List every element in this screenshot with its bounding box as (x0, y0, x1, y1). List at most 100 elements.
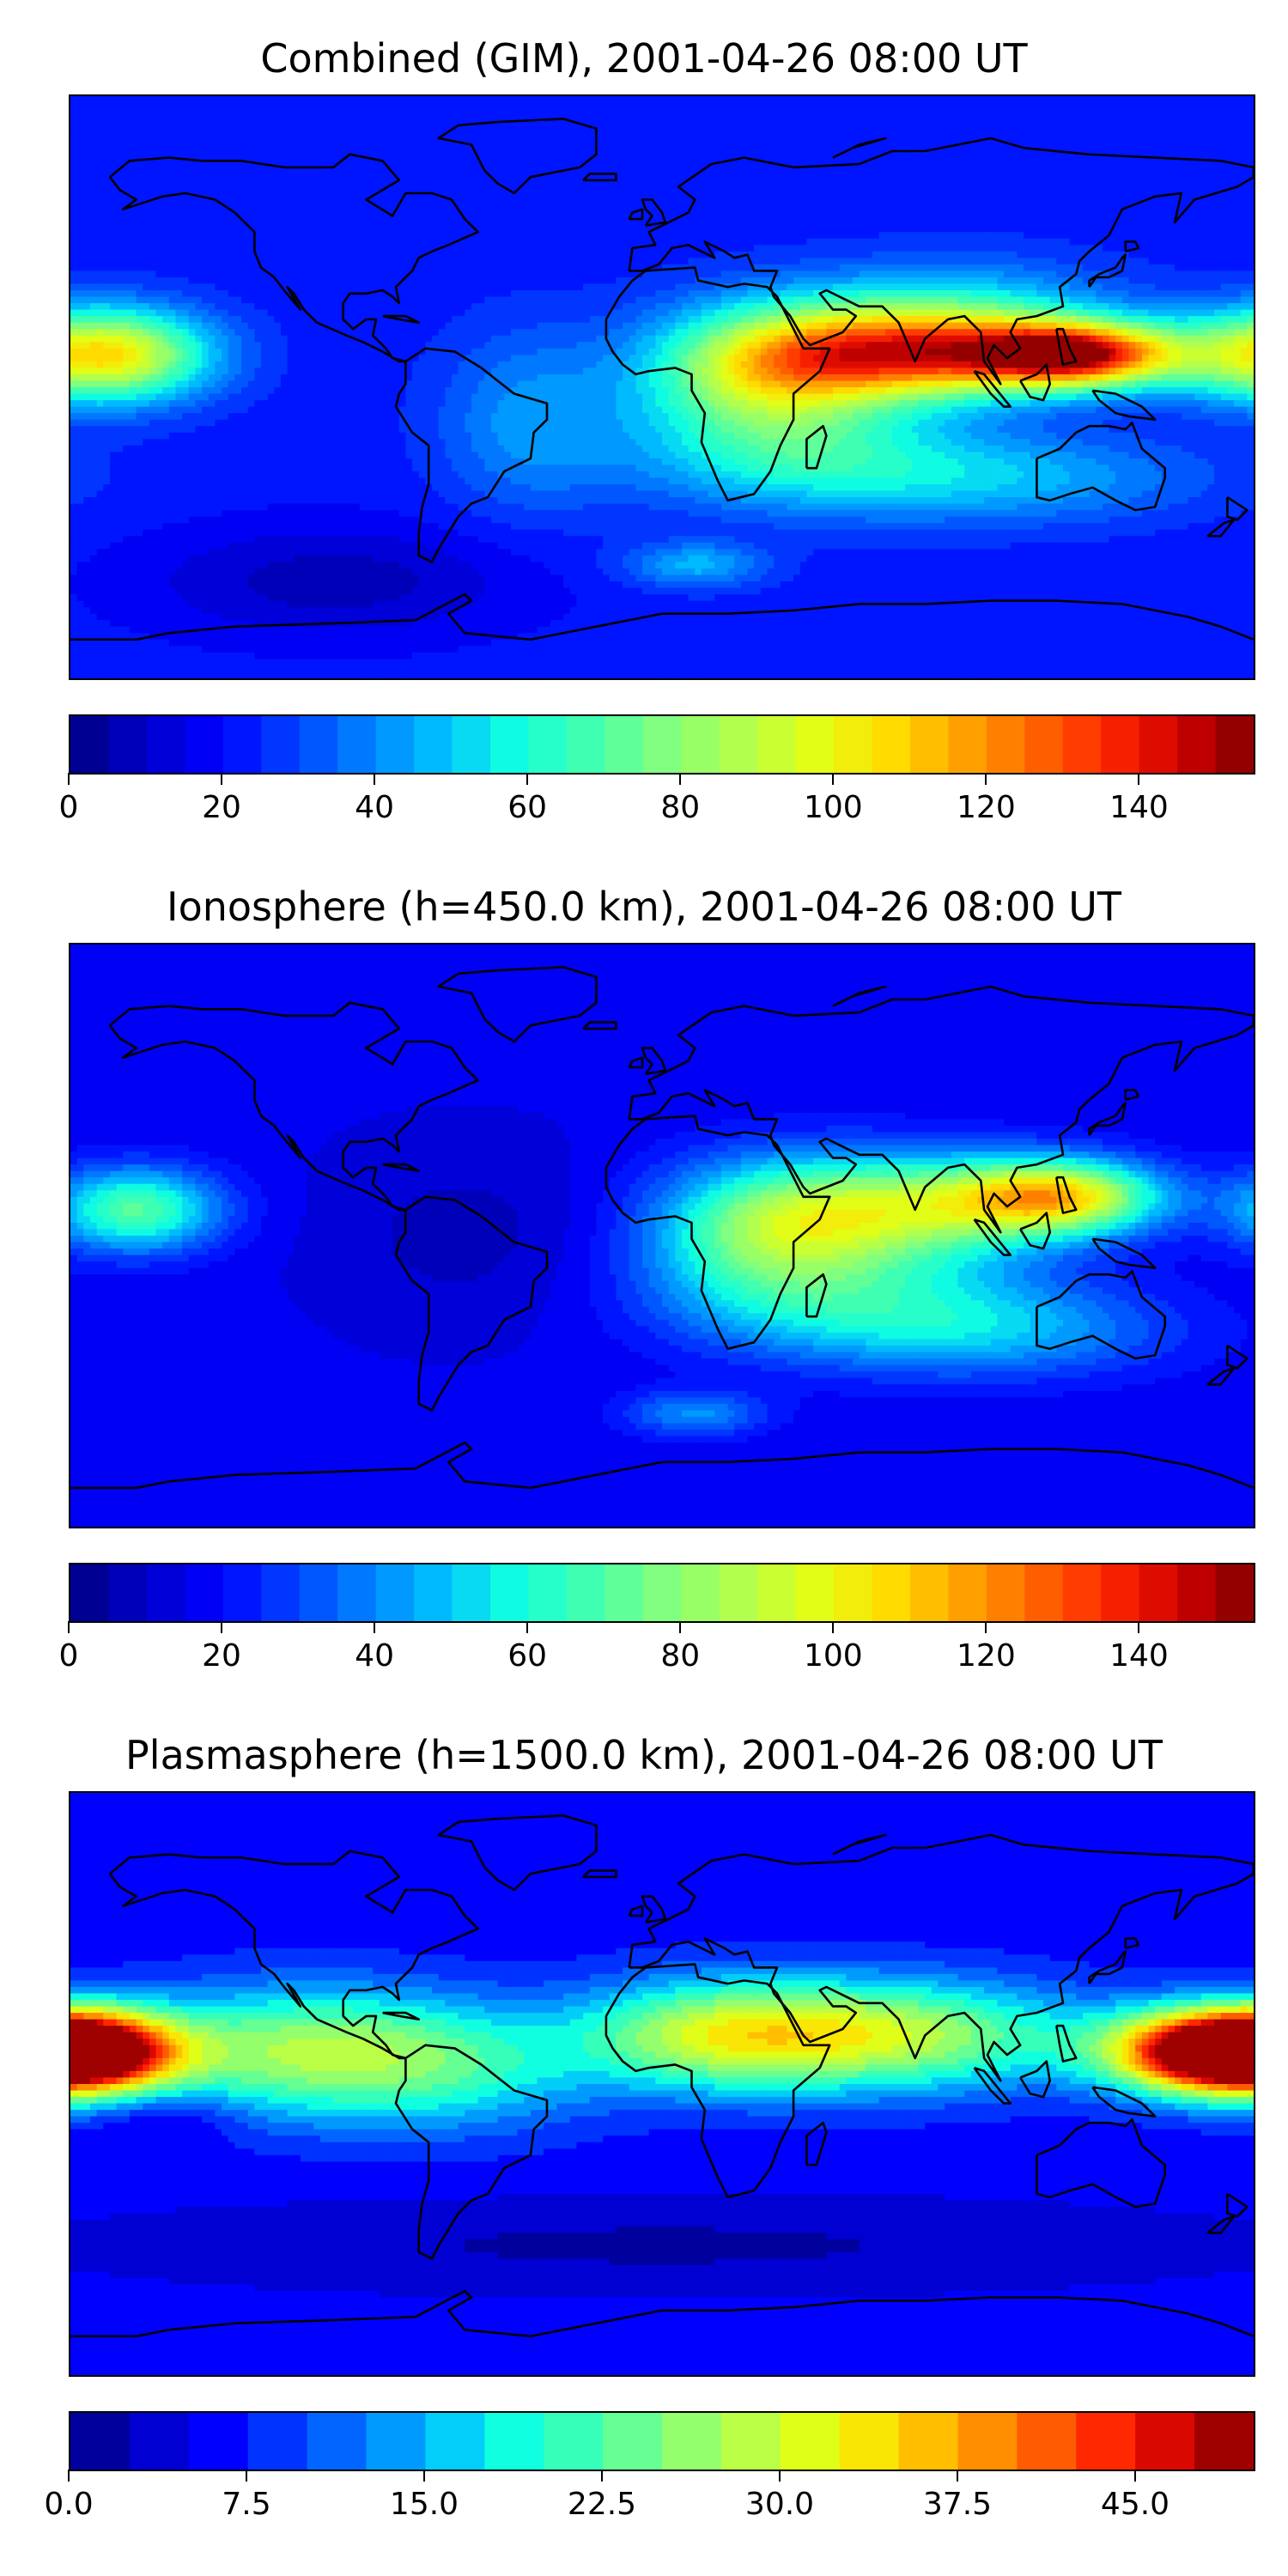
field-cell (1049, 161, 1057, 168)
field-cell (1043, 135, 1051, 143)
field-cell (1024, 179, 1031, 188)
field-cell (1141, 186, 1150, 194)
field-cell (300, 161, 308, 168)
field-cell (175, 186, 183, 194)
field-cell (957, 179, 965, 188)
field-cell (215, 193, 222, 201)
field-cell (405, 167, 413, 174)
field-cell (629, 109, 636, 117)
field-cell (524, 102, 532, 110)
field-cell (1004, 245, 1012, 252)
field-cell (813, 270, 821, 278)
field-cell (366, 270, 374, 278)
field-cell (878, 96, 886, 104)
field-cell (438, 251, 446, 258)
field-cell (1056, 173, 1064, 181)
field-cell (1030, 167, 1037, 174)
field-cell (116, 219, 124, 227)
field-cell (833, 206, 841, 214)
field-cell (819, 122, 827, 130)
field-cell (353, 186, 361, 194)
field-cell (405, 154, 413, 161)
field-cell (1141, 141, 1150, 149)
field-cell (510, 245, 519, 252)
field-cell (405, 179, 413, 188)
field-cell (727, 238, 735, 246)
field-cell (623, 232, 630, 240)
field-cell (261, 219, 269, 227)
field-cell (339, 167, 348, 174)
field-cell (635, 161, 643, 168)
field-cell (465, 167, 472, 174)
field-cell (668, 154, 676, 161)
field-cell (109, 232, 118, 240)
field-cell (767, 141, 775, 149)
field-cell (1109, 115, 1116, 123)
field-cell (846, 199, 854, 207)
field-cell (287, 141, 295, 149)
field-cell (346, 128, 354, 136)
field-cell (866, 128, 873, 136)
field-cell (76, 206, 84, 214)
field-cell (477, 193, 485, 201)
field-cell (175, 238, 183, 246)
field-cell (1069, 173, 1077, 181)
field-cell (386, 173, 393, 181)
field-cell (708, 141, 715, 149)
field-cell (701, 161, 709, 168)
field-cell (477, 179, 485, 188)
field-cell (977, 141, 985, 149)
field-cell (109, 219, 118, 227)
field-cell (1181, 109, 1189, 117)
field-cell (405, 148, 413, 155)
field-cell (149, 258, 157, 265)
field-cell (714, 173, 722, 181)
field-cell (898, 232, 906, 240)
field-cell (188, 219, 197, 227)
field-cell (1200, 245, 1209, 252)
field-cell (103, 161, 111, 168)
field-cell (970, 258, 979, 265)
field-cell (247, 128, 255, 136)
field-cell (951, 154, 959, 161)
field-cell (412, 219, 420, 227)
field-cell (1043, 251, 1051, 258)
field-cell (872, 115, 880, 123)
field-cell (1069, 122, 1077, 130)
field-cell (931, 219, 939, 227)
field-cell (629, 135, 636, 143)
field-cell (563, 102, 571, 110)
field-cell (103, 193, 111, 201)
field-cell (1161, 128, 1170, 136)
field-cell (951, 179, 959, 188)
field-cell (576, 270, 584, 278)
field-cell (891, 251, 900, 258)
field-cell (754, 102, 762, 110)
field-cell (1089, 264, 1097, 271)
field-cell (714, 109, 722, 117)
field-cell (1168, 225, 1176, 233)
field-cell (589, 225, 598, 233)
field-cell (398, 264, 407, 271)
field-cell (648, 154, 656, 161)
field-cell (1155, 167, 1163, 174)
field-cell (1036, 186, 1044, 194)
field-cell (1240, 186, 1248, 194)
field-cell (819, 212, 827, 220)
field-cell (319, 179, 328, 188)
field-cell (458, 96, 465, 104)
field-cell (727, 258, 735, 265)
field-cell (787, 193, 794, 201)
field-cell (609, 135, 617, 143)
field-cell (162, 102, 170, 110)
field-cell (629, 225, 636, 233)
field-cell (576, 206, 584, 214)
field-cell (123, 102, 131, 110)
field-cell (846, 270, 854, 278)
field-cell (984, 245, 992, 252)
field-cell (373, 206, 380, 214)
field-cell (1175, 96, 1182, 104)
field-cell (1017, 193, 1024, 201)
field-cell (143, 251, 150, 258)
field-cell (556, 122, 564, 130)
